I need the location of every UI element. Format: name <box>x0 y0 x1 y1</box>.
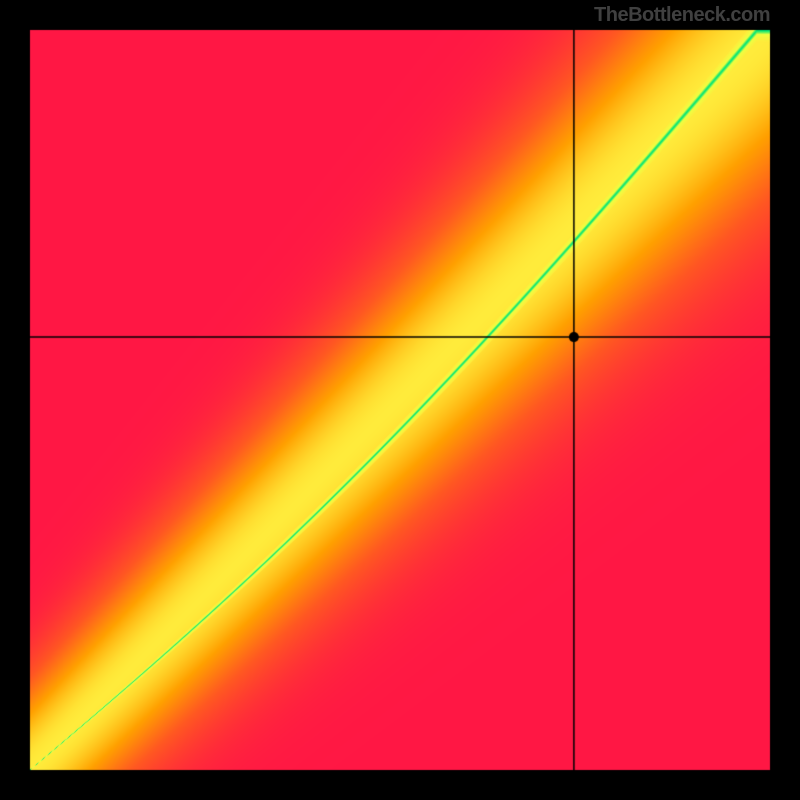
chart-container: { "watermark": { "text": "TheBottleneck.… <box>0 0 800 800</box>
heatmap-canvas <box>0 0 800 800</box>
watermark-text: TheBottleneck.com <box>594 4 770 27</box>
